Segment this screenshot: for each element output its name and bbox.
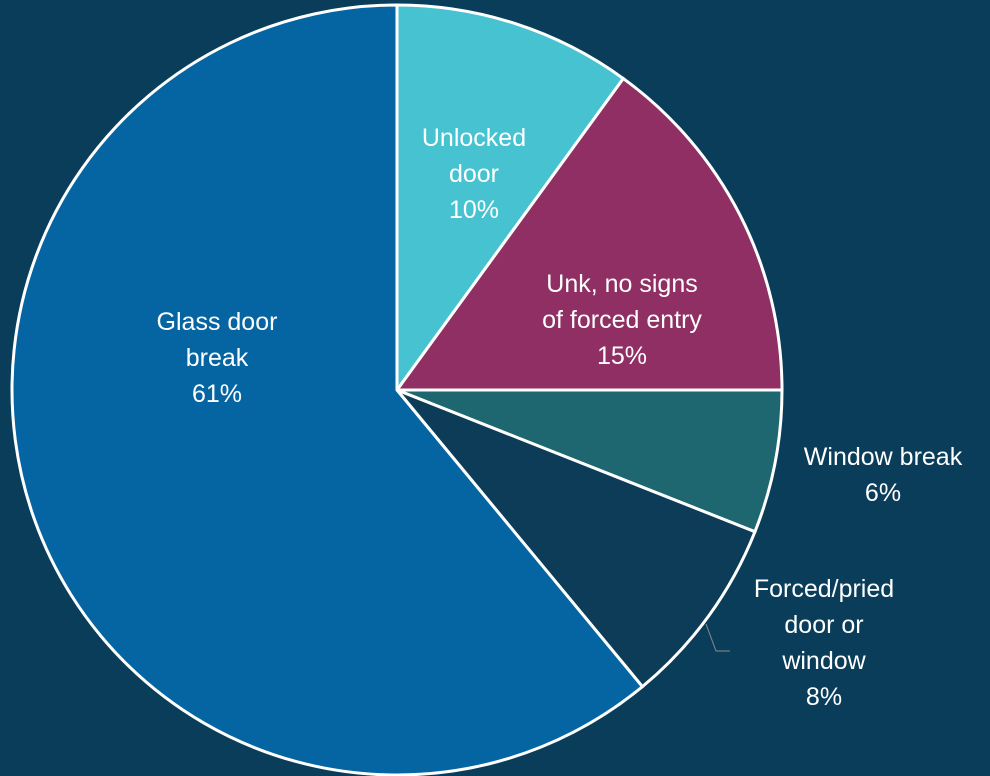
pie-label-0: Unlocked door 10% (422, 124, 526, 224)
pie-label-value: 10% (449, 196, 499, 224)
pie-slice-1 (394, 76, 784, 392)
pie-label-value: 15% (597, 342, 647, 370)
pie-label-1: Unk, no signs of forced entry 15% (542, 270, 702, 370)
pie-label-text: break (186, 344, 249, 372)
pie-slice-2 (396, 388, 784, 534)
pie-slice-0 (395, 3, 626, 395)
pie-label-text: Glass door (157, 308, 278, 336)
pie-label-value: 6% (865, 479, 901, 507)
pie-slices (10, 3, 784, 776)
pie-label-value: 8% (806, 683, 842, 711)
pie-label-text: Unlocked (422, 124, 526, 152)
pie-label-2: Window break 6% (804, 443, 963, 507)
pie-label-text: Window break (804, 443, 963, 471)
pie-label-3: Forced/pried door or window 8% (754, 575, 894, 711)
pie-label-text: Forced/pried (754, 575, 894, 603)
pie-label-text: of forced entry (542, 306, 702, 334)
pie-slice-4 (10, 3, 645, 776)
pie-label-text: Unk, no signs (546, 270, 697, 298)
pie-label-text: window (781, 647, 866, 675)
pie-label-value: 61% (192, 380, 242, 408)
forced-entry-leader-line (705, 623, 730, 652)
pie-label-4: Glass door break 61% (157, 308, 278, 408)
pie-label-text: door (449, 160, 499, 188)
pie-labels: Unlocked door 10% Unk, no signs of forced en… (157, 124, 963, 711)
pie-slice-3 (395, 388, 757, 689)
pie-label-text: door or (784, 611, 863, 639)
